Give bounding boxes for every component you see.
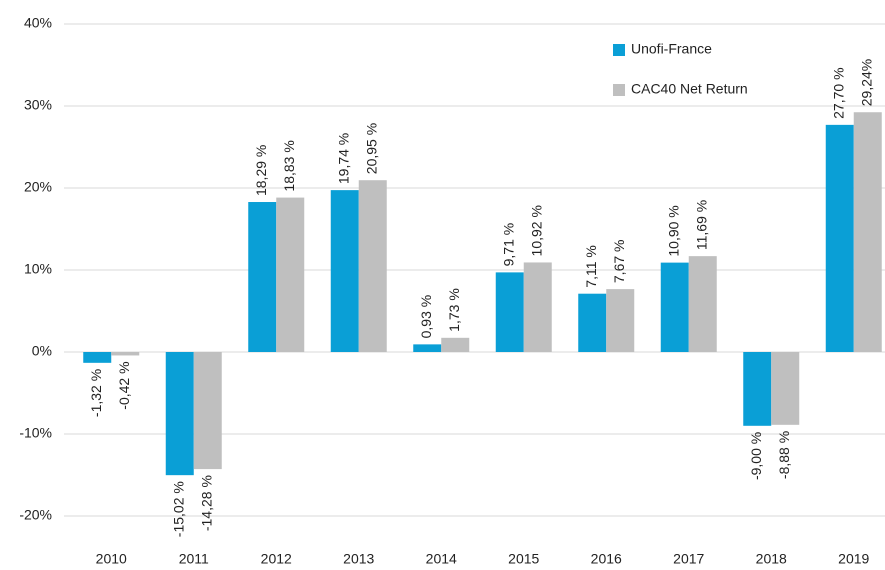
- value-label: 27,70 %: [830, 67, 846, 118]
- y-tick-label: 30%: [24, 97, 52, 113]
- value-label: 19,74 %: [335, 133, 351, 184]
- x-tick-label: 2016: [591, 551, 622, 567]
- legend-swatch: [613, 84, 625, 96]
- x-tick-label: 2014: [426, 551, 457, 567]
- bar: [853, 112, 882, 353]
- legend-swatch: [613, 44, 625, 56]
- value-label: -1,32 %: [88, 369, 104, 417]
- legend-label: CAC40 Net Return: [631, 81, 748, 97]
- value-label: 1,73 %: [446, 288, 462, 332]
- bar: [606, 289, 635, 352]
- bar: [688, 256, 717, 352]
- bar: [276, 197, 305, 352]
- value-label: -14,28 %: [198, 475, 214, 531]
- value-label: -9,00 %: [748, 432, 764, 480]
- bar: [771, 352, 800, 425]
- bar: [578, 293, 607, 352]
- value-label: -15,02 %: [170, 481, 186, 537]
- bar: [441, 337, 470, 352]
- x-tick-label: 2012: [261, 551, 292, 567]
- value-label: 10,90 %: [665, 205, 681, 256]
- x-tick-label: 2017: [673, 551, 704, 567]
- bar: [111, 352, 140, 356]
- y-tick-label: 40%: [24, 15, 52, 31]
- x-tick-label: 2019: [838, 551, 869, 567]
- x-tick-label: 2018: [756, 551, 787, 567]
- y-tick-label: 10%: [24, 261, 52, 277]
- bar: [358, 180, 387, 352]
- value-label: 18,83 %: [281, 140, 297, 191]
- x-tick-label: 2010: [96, 551, 127, 567]
- value-label: 20,95 %: [363, 123, 379, 174]
- y-tick-label: 0%: [32, 343, 52, 359]
- bar: [495, 272, 524, 352]
- bar: [413, 344, 442, 352]
- value-label: 10,92 %: [528, 205, 544, 256]
- x-tick-label: 2015: [508, 551, 539, 567]
- value-label: 9,71 %: [500, 223, 516, 267]
- value-label: 11,69 %: [693, 200, 709, 250]
- bar: [83, 352, 112, 363]
- bar: [523, 262, 552, 352]
- value-label: -8,88 %: [776, 431, 792, 479]
- bar: [825, 124, 854, 352]
- legend-label: Unofi-France: [631, 41, 712, 57]
- x-tick-label: 2011: [179, 551, 209, 567]
- value-label: 18,29 %: [253, 145, 269, 196]
- x-tick-label: 2013: [343, 551, 374, 567]
- bar: [165, 352, 194, 476]
- y-tick-label: -10%: [19, 425, 52, 441]
- y-tick-label: 20%: [24, 179, 52, 195]
- value-label: 0,93 %: [418, 295, 434, 339]
- value-label: 29,24%: [858, 59, 874, 106]
- bar: [330, 190, 359, 352]
- bar: [248, 202, 277, 352]
- bar: [660, 262, 689, 352]
- y-tick-label: -20%: [19, 507, 52, 523]
- value-label: 7,67 %: [611, 240, 627, 284]
- bar: [193, 352, 222, 470]
- value-label: -0,42 %: [116, 361, 132, 409]
- value-label: 7,11 %: [583, 245, 599, 288]
- bar: [743, 352, 772, 426]
